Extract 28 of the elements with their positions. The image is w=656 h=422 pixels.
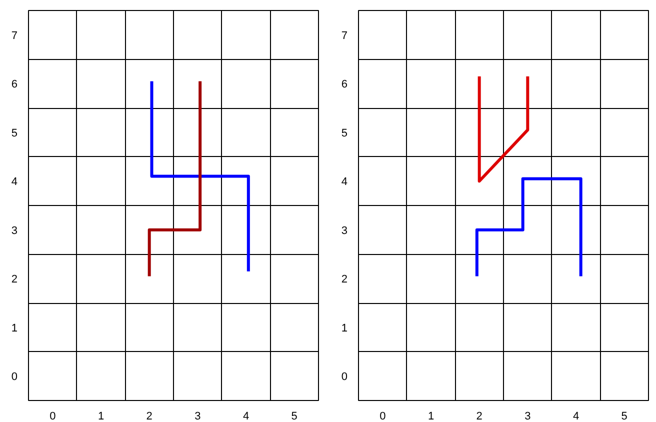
x-tick-label: 3: [524, 410, 531, 422]
x-tick-label: 0: [50, 410, 56, 422]
x-tick-label: 3: [194, 410, 201, 422]
x-tick-label: 1: [428, 410, 434, 422]
y-tick-label: 2: [11, 274, 18, 286]
y-tick-label: 0: [341, 371, 348, 384]
y-tick-label: 6: [341, 78, 348, 91]
y-tick-label: 4: [341, 176, 348, 188]
y-tick-label: 3: [341, 224, 348, 237]
x-tick-label: 0: [380, 410, 386, 422]
y-tick-label: 7: [341, 30, 348, 42]
x-tick-label: 5: [291, 410, 298, 422]
x-tick-label: 4: [572, 410, 580, 422]
y-tick-label: 2: [341, 274, 348, 286]
x-tick-label: 4: [242, 410, 250, 422]
y-tick-label: 5: [11, 127, 18, 140]
x-tick-label: 1: [98, 410, 104, 422]
y-tick-label: 3: [11, 224, 18, 237]
y-tick-label: 0: [11, 371, 18, 384]
y-tick-label: 6: [11, 78, 18, 91]
x-tick-label: 5: [621, 410, 628, 422]
x-tick-label: 2: [476, 410, 482, 422]
y-tick-label: 1: [341, 322, 348, 334]
y-tick-label: 5: [341, 127, 348, 140]
y-tick-label: 7: [11, 30, 18, 42]
y-tick-label: 4: [11, 176, 18, 188]
x-tick-label: 2: [146, 410, 152, 422]
y-tick-label: 1: [11, 322, 18, 334]
